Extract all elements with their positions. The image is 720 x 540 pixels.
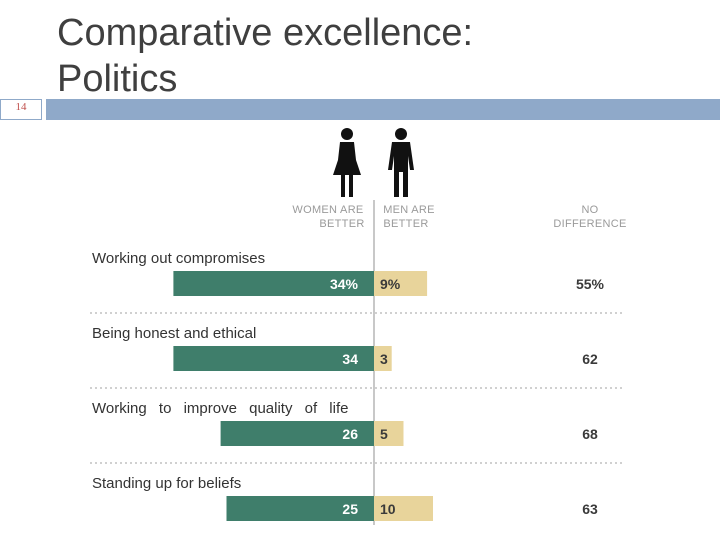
bar-men	[374, 421, 404, 446]
bar-men-label: 5	[380, 426, 388, 442]
bar-men-label: 9%	[380, 276, 401, 292]
no-difference-value: 55%	[576, 276, 605, 292]
header-men-line2: BETTER	[383, 218, 428, 230]
bar-men	[374, 346, 392, 371]
title-accent-bar	[46, 99, 720, 120]
category-label: Standing up for beliefs	[92, 475, 241, 492]
man-icon	[388, 128, 414, 197]
chart-rows: Working out compromises 34% 9% 55% Being hon…	[90, 250, 625, 521]
header-none-line1: NO	[581, 204, 598, 216]
slide-number-box	[0, 99, 42, 120]
no-difference-value: 62	[582, 351, 598, 367]
bar-women-label: 34	[342, 351, 358, 367]
woman-icon	[333, 128, 361, 197]
header-none-line2: DIFFERENCE	[553, 218, 626, 230]
bar-men	[374, 271, 428, 296]
bar-women	[173, 271, 374, 296]
slide-number: 14	[15, 101, 27, 113]
bar-men-label: 10	[380, 501, 396, 517]
bar-women	[173, 346, 374, 371]
no-difference-value: 68	[582, 426, 598, 442]
bar-women-label: 25	[342, 501, 358, 517]
bar-women-label: 26	[342, 426, 358, 442]
slide-title-line1: Comparative excellence:	[57, 12, 474, 54]
bar-women-label: 34%	[330, 276, 359, 292]
bar-men-label: 3	[380, 351, 388, 367]
slide-title-line2: Politics	[57, 58, 178, 100]
header-women-line2: BETTER	[319, 218, 364, 230]
category-label: Working to improve quality of life	[92, 400, 348, 417]
header-men-line1: MEN ARE	[383, 204, 435, 216]
no-difference-value: 63	[582, 501, 598, 517]
category-label: Working out compromises	[92, 250, 265, 267]
category-label: Being honest and ethical	[92, 325, 256, 342]
bar-men	[374, 496, 433, 521]
header-women-line1: WOMEN ARE	[292, 204, 363, 216]
bar-women	[226, 496, 374, 521]
slide-title: Comparative excellence: Politics	[57, 10, 473, 102]
bar-women	[220, 421, 374, 446]
